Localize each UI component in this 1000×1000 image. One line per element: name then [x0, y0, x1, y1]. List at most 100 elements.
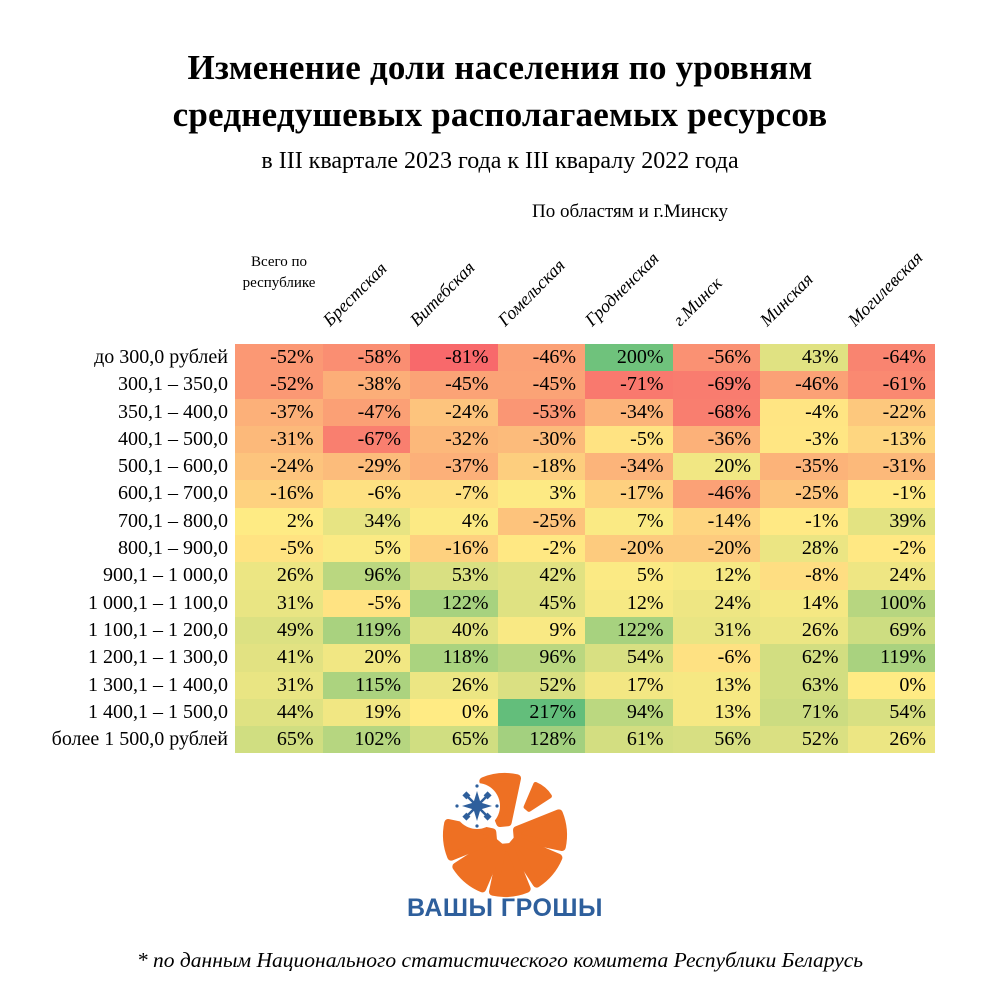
heatmap-cell: 54%	[847, 698, 935, 727]
heatmap-cell: -52%	[235, 371, 323, 399]
heatmap-cell: -5%	[322, 589, 410, 617]
heatmap-cell: 71%	[760, 698, 848, 727]
heatmap-cell: -29%	[322, 453, 410, 481]
heatmap-cell: -61%	[847, 371, 935, 399]
heatmap-cell: -56%	[672, 344, 760, 372]
row-label: более 1 500,0 рублей	[51, 728, 228, 751]
heatmap-cell: 217%	[497, 698, 585, 727]
heatmap-cell: 34%	[322, 507, 410, 536]
heatmap-cell: 14%	[760, 589, 848, 617]
heatmap-cell: -25%	[497, 507, 585, 536]
row-label: 1 000,1 – 1 100,0	[88, 591, 228, 614]
heatmap-cell: 12%	[585, 589, 673, 617]
column-header: Брестская	[318, 258, 391, 330]
heatmap-cell: -6%	[322, 480, 410, 508]
coin-petals-icon	[442, 772, 568, 898]
heatmap-cell: -24%	[410, 398, 498, 426]
source-footnote: * по данным Национального статистическог…	[136, 948, 864, 972]
heatmap-cell: 9%	[497, 616, 585, 645]
heatmap-cell: 26%	[410, 671, 498, 699]
row-label: 350,1 – 400,0	[118, 400, 228, 423]
heatmap-cell: 39%	[847, 507, 935, 536]
row-label: до 300,0 рублей	[94, 346, 228, 368]
heatmap-cell: -71%	[585, 371, 673, 399]
heatmap-cell: 19%	[322, 698, 410, 727]
heatmap-cell: 49%	[235, 616, 323, 645]
heatmap-cell: -37%	[235, 398, 323, 426]
heatmap-cell: 26%	[235, 562, 323, 590]
heatmap-cell: 52%	[760, 726, 848, 754]
heatmap-cell: -52%	[235, 344, 323, 372]
heatmap-cell: 13%	[672, 698, 760, 727]
heatmap-cell: 0%	[847, 671, 935, 699]
heatmap-cell: 31%	[235, 589, 323, 617]
heatmap-cell: 52%	[497, 671, 585, 699]
heatmap-cell: -14%	[672, 507, 760, 536]
heatmap-cell: 122%	[585, 616, 673, 645]
row-label: 800,1 – 900,0	[118, 537, 228, 560]
heatmap-cell: 17%	[585, 671, 673, 699]
row-label: 600,1 – 700,0	[118, 482, 228, 505]
heatmap-cell: 100%	[847, 589, 935, 617]
heatmap-cell: 12%	[672, 562, 760, 590]
heatmap-cell: -45%	[497, 371, 585, 399]
heatmap-cell: -34%	[585, 398, 673, 426]
heatmap-cell: -16%	[235, 480, 323, 508]
heatmap-cell: -5%	[235, 535, 323, 563]
heatmap-cell: -38%	[322, 371, 410, 399]
heatmap-cell: -37%	[410, 453, 498, 481]
heatmap-cell: 119%	[322, 616, 410, 645]
heatmap-cell: 5%	[322, 535, 410, 563]
heatmap-cell: -17%	[585, 480, 673, 508]
heatmap-cell: 62%	[760, 644, 848, 672]
title-block: Изменение доли населения по уровням сред…	[0, 44, 1000, 176]
heatmap-cell: -32%	[410, 425, 498, 454]
heatmap-cell: -47%	[322, 398, 410, 426]
heatmap-cell: -35%	[760, 453, 848, 481]
heatmap-cell: 65%	[235, 726, 323, 754]
heatmap-cell: 31%	[672, 616, 760, 645]
heatmap-cell: -20%	[672, 535, 760, 563]
heatmap-cell: -67%	[322, 425, 410, 454]
heatmap-cell: -8%	[760, 562, 848, 590]
page-subtitle: в III квартале 2023 года к III кваралу 2…	[261, 148, 739, 174]
heatmap-cell: 61%	[585, 726, 673, 754]
heatmap-cell: 7%	[585, 507, 673, 536]
heatmap-cell: -31%	[847, 453, 935, 481]
heatmap-cell: 96%	[322, 562, 410, 590]
heatmap-cell: -53%	[497, 398, 585, 426]
heatmap-cell: -18%	[497, 453, 585, 481]
heatmap-cell: 115%	[322, 671, 410, 699]
heatmap-cell: 45%	[497, 589, 585, 617]
heatmap-cell: 65%	[410, 726, 498, 754]
logo	[428, 758, 582, 958]
heatmap-cell: -22%	[847, 398, 935, 426]
heatmap-cell: -36%	[672, 425, 760, 454]
heatmap-cell: 42%	[497, 562, 585, 590]
heatmap-cell: -81%	[410, 344, 498, 372]
heatmap-cell: -34%	[585, 453, 673, 481]
heatmap-cell: 20%	[322, 644, 410, 672]
heatmap-cell: -13%	[847, 425, 935, 454]
heatmap-cell: 94%	[585, 698, 673, 727]
logo-text: ВАШЫ ГРОШЫ	[407, 894, 603, 922]
heatmap-cell: -58%	[322, 344, 410, 372]
page-title-line1: Изменение доли населения по уровням	[187, 48, 813, 87]
heatmap-cell: -25%	[760, 480, 848, 508]
heatmap-cell: -6%	[672, 644, 760, 672]
heatmap-cell: 41%	[235, 644, 323, 672]
heatmap-cell: -3%	[760, 425, 848, 454]
row-label: 1 200,1 – 1 300,0	[88, 646, 228, 669]
row-label: 400,1 – 500,0	[118, 427, 228, 450]
heatmap-cell: 56%	[672, 726, 760, 754]
heatmap-cell: 43%	[760, 344, 848, 372]
heatmap-cell: 44%	[235, 698, 323, 727]
heatmap-cell: 118%	[410, 644, 498, 672]
columns-caption: По областям и г.Минску	[531, 201, 729, 222]
heatmap-cell: -1%	[847, 480, 935, 508]
heatmap-cell: 54%	[585, 644, 673, 672]
row-label: 700,1 – 800,0	[118, 509, 228, 532]
heatmap-cell: 24%	[847, 562, 935, 590]
row-label: 300,1 – 350,0	[118, 373, 228, 396]
